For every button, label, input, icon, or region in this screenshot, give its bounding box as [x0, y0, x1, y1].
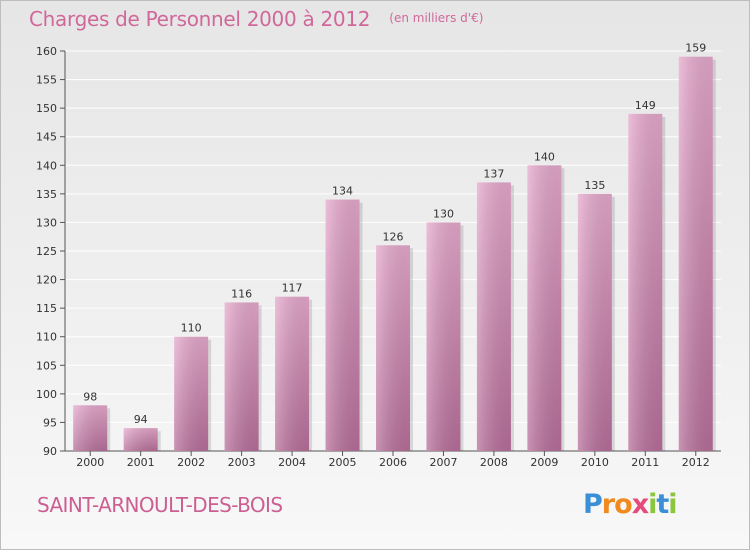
bar-highlight — [174, 336, 209, 451]
x-tick-label: 2006 — [379, 456, 407, 469]
y-tick-label: 140 — [36, 159, 57, 172]
x-tick-label: 2007 — [429, 456, 457, 469]
y-tick-label: 100 — [36, 388, 57, 401]
bar-highlight — [577, 193, 612, 451]
x-tick-label: 2012 — [682, 456, 710, 469]
chart-title: Charges de Personnel 2000 à 2012 — [29, 7, 371, 31]
logo-letter: x — [631, 489, 649, 520]
y-tick-label: 155 — [36, 74, 57, 87]
bar-highlight — [73, 405, 108, 451]
y-tick-label: 145 — [36, 131, 57, 144]
logo-letter: P — [583, 489, 603, 520]
bar-highlight — [527, 165, 562, 452]
x-tick-label: 2001 — [127, 456, 155, 469]
bar-highlight — [426, 222, 461, 451]
x-tick-label: 2003 — [228, 456, 256, 469]
logo-letter: r — [601, 489, 615, 520]
data-label: 94 — [134, 413, 148, 426]
commune-name: SAINT-ARNOULT-DES-BOIS — [37, 493, 283, 517]
y-tick-label: 95 — [43, 416, 57, 429]
data-label: 137 — [483, 167, 504, 180]
x-tick-label: 2010 — [581, 456, 609, 469]
bar-highlight — [678, 56, 713, 451]
bar-highlight — [628, 113, 663, 451]
logo-letter: o — [614, 489, 633, 520]
x-tick-label: 2000 — [76, 456, 104, 469]
y-tick-label: 115 — [36, 302, 57, 315]
bar-highlight — [325, 199, 360, 451]
y-tick-label: 120 — [36, 274, 57, 287]
data-label: 159 — [685, 42, 706, 55]
proxiti-logo: Proxiti — [583, 489, 678, 520]
bars — [73, 56, 716, 452]
x-tick-label: 2005 — [329, 456, 357, 469]
x-tick-label: 2008 — [480, 456, 508, 469]
bar-highlight — [476, 182, 511, 451]
bar-highlight — [275, 296, 310, 451]
data-label: 149 — [635, 99, 656, 112]
logo-letter: i — [668, 489, 677, 520]
data-label: 116 — [231, 287, 252, 300]
data-label: 134 — [332, 185, 353, 198]
chart-subtitle: (en milliers d'€) — [389, 11, 484, 25]
bar-highlight — [123, 428, 158, 451]
bar-highlight — [224, 302, 259, 451]
title-row: Charges de Personnel 2000 à 2012 (en mil… — [29, 7, 483, 31]
y-tick-label: 125 — [36, 245, 57, 258]
y-tick-label: 130 — [36, 216, 57, 229]
y-tick-label: 90 — [43, 445, 57, 458]
y-tick-label: 150 — [36, 102, 57, 115]
logo-letter: t — [656, 489, 669, 520]
data-label: 117 — [282, 282, 303, 295]
y-tick-label: 160 — [36, 45, 57, 58]
data-label: 110 — [181, 322, 202, 335]
data-label: 140 — [534, 150, 555, 163]
data-label: 135 — [584, 179, 605, 192]
y-tick-label: 105 — [36, 359, 57, 372]
labels: 90 95 100 105 110 115 120 125 130 135 140 145 150 155… — [36, 42, 710, 469]
data-label: 98 — [83, 390, 97, 403]
bar-highlight — [376, 245, 410, 451]
y-tick-label: 110 — [36, 331, 57, 344]
x-tick-label: 2009 — [530, 456, 558, 469]
x-tick-label: 2011 — [631, 456, 659, 469]
logo-letter: i — [648, 489, 657, 520]
x-tick-label: 2004 — [278, 456, 306, 469]
data-label: 126 — [383, 230, 404, 243]
x-tick-label: 2002 — [177, 456, 205, 469]
y-tick-label: 135 — [36, 188, 57, 201]
data-label: 130 — [433, 207, 454, 220]
